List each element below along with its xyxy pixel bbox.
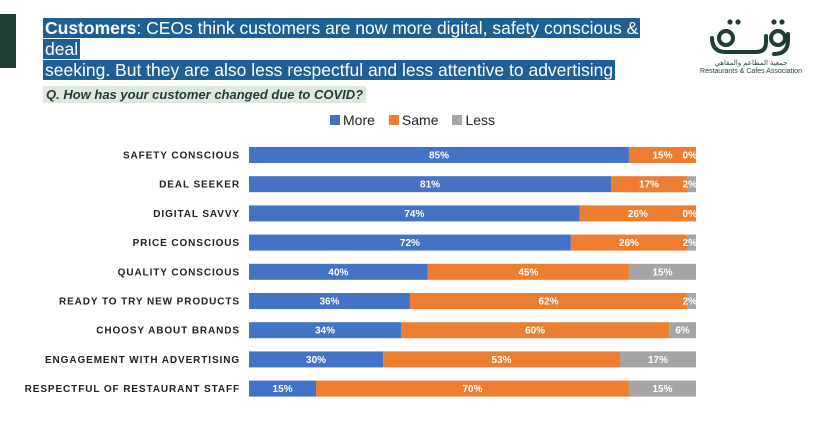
data-label-less: 2% [683,180,698,191]
headline-line-2: seeking. But they are also less respectf… [43,60,616,80]
legend-item-less: Less [452,112,495,128]
category-label: DIGITAL SAVVY [153,209,240,220]
association-logo [710,19,790,56]
bar-segment-more [249,351,384,368]
bar-segment-more [249,380,317,397]
bar-segment-same [400,322,670,339]
data-label-same: 53% [492,355,512,366]
category-label: ENGAGEMENT WITH ADVERTISING [45,355,240,366]
data-label-same: 60% [525,326,545,337]
headline: Customers: CEOs think customers are now … [43,18,673,81]
data-label-less: 0% [683,151,698,162]
data-label-more: 72% [400,238,420,249]
data-label-less: 6% [675,326,690,337]
category-label: SAFETY CONSCIOUS [123,151,240,162]
data-label-same: 45% [518,267,538,278]
bar-segment-more [249,147,629,163]
data-label-same: 15% [652,151,672,162]
category-label: PRICE CONSCIOUS [133,238,240,249]
category-label: QUALITY CONSCIOUS [118,267,240,278]
bar-segment-more [249,234,571,251]
bar-segment-same [579,205,696,222]
data-label-more: 34% [315,326,335,337]
logo-subtitle-en: Restaurants & Cafes Association [700,68,802,75]
legend-swatch-same [388,115,399,125]
bar-segment-more [249,176,612,193]
bar-segment-same [628,147,696,163]
bar-segment-less [628,263,696,280]
data-label-same: 70% [462,384,482,395]
legend-label-same: Same [401,112,439,128]
data-label-more: 74% [404,209,424,220]
legend-label-less: Less [465,112,496,128]
bar-segment-same [570,234,688,251]
data-label-less: 2% [683,238,698,249]
bar-segment-more [249,263,428,280]
bar-segment-same [409,293,688,309]
category-label: DEAL SEEKER [159,180,240,191]
data-label-same: 26% [628,209,648,220]
data-label-more: 81% [420,180,440,191]
bar-segment-less [687,234,696,251]
legend-swatch-less [452,115,463,125]
category-label: CHOOSY ABOUT BRANDS [96,326,240,337]
data-label-less: 17% [648,355,668,366]
category-label: READY TO TRY NEW PRODUCTS [59,297,240,308]
bar-segment-more [249,205,580,222]
bar-segment-same [427,263,629,280]
logo-subtitle: جمعية المطاعم والمقاهي Restaurants & Caf… [696,60,806,76]
data-label-more: 40% [328,267,348,278]
bar-segment-less [628,380,696,397]
data-label-same: 62% [538,297,558,308]
data-label-more: 36% [319,297,339,308]
data-label-same: 26% [619,238,639,249]
bar-segment-less [687,293,696,309]
logo-subtitle-ar: جمعية المطاعم والمقاهي [714,60,788,67]
data-label-more: 15% [273,384,293,395]
legend-item-same: Same [388,112,439,128]
question-label: Q. How has your customer changed due to … [43,86,367,103]
legend-swatch-more [330,115,340,125]
chart-legend: More Same Less [330,112,495,128]
bar-segment-same [383,351,621,368]
accent-bar [0,14,16,68]
data-label-more: 85% [429,151,449,162]
data-label-less: 15% [652,384,672,395]
legend-label-more: More [343,112,375,128]
category-label: RESPECTFUL OF RESTAURANT STAFF [25,384,240,395]
data-label-less: 2% [683,297,698,308]
legend-item-more: More [330,112,375,128]
bar-segment-less [687,176,696,193]
headline-line1-rest: : CEOs think customers are now more digi… [45,18,639,59]
data-label-more: 30% [306,355,326,366]
bar-segment-less [669,322,696,339]
bar-segment-less [620,351,696,368]
data-label-less: 15% [652,267,672,278]
bar-segment-more [249,293,410,309]
bar-segment-same [316,380,629,397]
data-label-same: 17% [639,180,659,191]
bar-segment-more [249,322,401,339]
headline-bold: Customers [45,18,137,38]
bar-segment-same [611,176,688,193]
data-label-less: 0% [683,209,698,220]
